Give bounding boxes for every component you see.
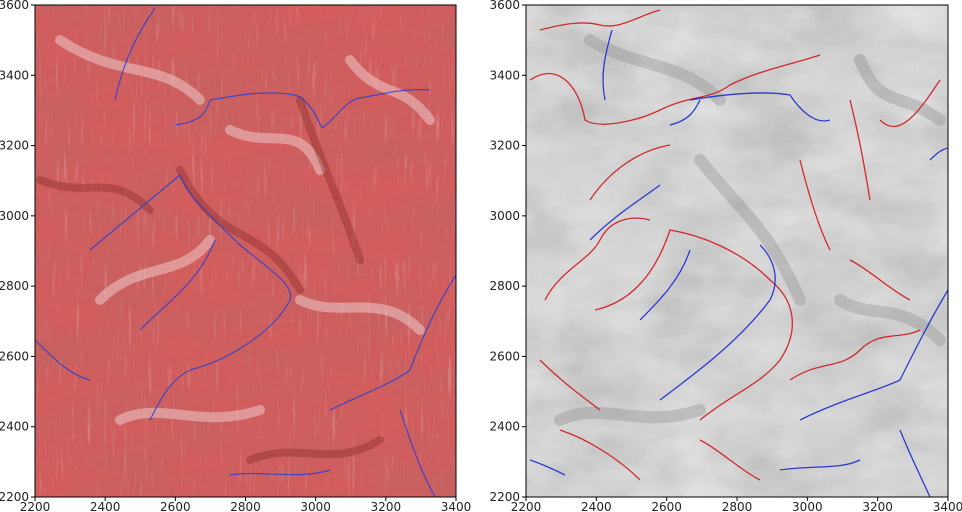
x-tick-label: 2800 xyxy=(230,500,261,512)
y-tick-label: 2200 xyxy=(0,490,29,504)
y-tick-label: 3400 xyxy=(0,68,29,82)
x-tick-label: 2400 xyxy=(581,500,612,512)
y-tick-label: 2400 xyxy=(489,420,520,434)
y-tick-label: 2600 xyxy=(0,349,29,363)
right-panel: 2200 2400 2600 2800 3000 3200 3400 2200 2400 260… xyxy=(489,0,962,512)
right-image xyxy=(526,5,948,497)
x-tick-label: 3200 xyxy=(862,500,893,512)
left-panel: 2200 2400 2600 2800 3000 3200 3400 2200 2400 260… xyxy=(0,0,471,512)
x-tick-label: 2800 xyxy=(722,500,753,512)
y-tick-label: 2400 xyxy=(0,420,29,434)
x-tick-label: 2200 xyxy=(511,500,542,512)
y-tick-label: 2800 xyxy=(0,279,29,293)
x-tick-label: 2600 xyxy=(160,500,191,512)
left-y-ticks: 2200 2400 2600 2800 3000 3200 3400 3600 xyxy=(0,0,35,504)
y-tick-label: 3200 xyxy=(0,139,29,153)
left-image xyxy=(35,5,456,497)
y-tick-label: 2600 xyxy=(489,349,520,363)
x-tick-label: 2600 xyxy=(651,500,682,512)
y-tick-label: 3600 xyxy=(0,0,29,12)
x-tick-label: 3000 xyxy=(300,500,331,512)
right-y-ticks: 2200 2400 2600 2800 3000 3200 3400 3600 xyxy=(489,0,526,504)
x-tick-label: 3200 xyxy=(371,500,402,512)
y-tick-label: 3000 xyxy=(489,209,520,223)
right-x-ticks: 2200 2400 2600 2800 3000 3200 3400 xyxy=(511,497,962,512)
y-tick-label: 3600 xyxy=(489,0,520,12)
x-tick-label: 3400 xyxy=(933,500,962,512)
x-tick-label: 3400 xyxy=(441,500,472,512)
y-tick-label: 3200 xyxy=(489,139,520,153)
y-tick-label: 3400 xyxy=(489,68,520,82)
y-tick-label: 2800 xyxy=(489,279,520,293)
x-tick-label: 3000 xyxy=(792,500,823,512)
y-tick-label: 3000 xyxy=(0,209,29,223)
x-tick-label: 2400 xyxy=(90,500,121,512)
y-tick-label: 2200 xyxy=(489,490,520,504)
left-x-ticks: 2200 2400 2600 2800 3000 3200 3400 xyxy=(20,497,472,512)
x-tick-label: 2200 xyxy=(20,500,51,512)
